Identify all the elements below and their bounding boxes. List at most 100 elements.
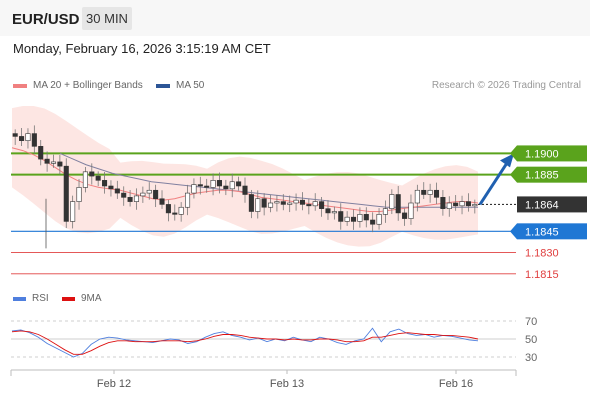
candle-body bbox=[191, 184, 197, 194]
current-price-badge bbox=[517, 196, 587, 213]
forecast-arrow-head bbox=[500, 153, 514, 168]
candle-body bbox=[12, 133, 18, 137]
candle-body bbox=[299, 199, 305, 205]
candle-body bbox=[433, 189, 440, 198]
candle-body bbox=[370, 219, 376, 225]
level-badge-label: 1.1885 bbox=[525, 170, 559, 182]
candle-body bbox=[319, 201, 325, 209]
candle-body bbox=[338, 211, 344, 222]
candle-body bbox=[133, 195, 140, 202]
level-label: 1.1815 bbox=[525, 269, 559, 281]
rsi-line bbox=[11, 327, 479, 358]
candle-body bbox=[204, 185, 210, 188]
candle-body bbox=[31, 133, 37, 147]
candle-body bbox=[261, 198, 267, 208]
forecast-arrow-shaft bbox=[478, 160, 510, 206]
candle-body bbox=[274, 201, 280, 204]
candle-body bbox=[427, 189, 433, 195]
candle-body bbox=[210, 180, 216, 188]
ma50-legend-label: MA 50 bbox=[176, 80, 205, 91]
candle-body bbox=[89, 171, 95, 177]
candle-body bbox=[344, 216, 350, 222]
time-axis-label: Feb 16 bbox=[439, 378, 473, 390]
candle-body bbox=[82, 171, 88, 188]
candle-body bbox=[185, 192, 191, 208]
rsi-level-label: 70 bbox=[525, 316, 537, 328]
candle-body bbox=[95, 175, 101, 181]
candle-body bbox=[248, 194, 254, 212]
rsi-level-label: 50 bbox=[525, 334, 537, 346]
timeframe-badge[interactable]: 30 MIN bbox=[82, 7, 132, 30]
candle-body bbox=[376, 214, 382, 225]
candle-body bbox=[197, 184, 203, 187]
time-axis-label: Feb 12 bbox=[97, 378, 131, 390]
symbol-title: EUR/USD bbox=[12, 11, 80, 28]
ma20-legend-label: MA 20 + Bollinger Bands bbox=[33, 80, 143, 91]
candle-body bbox=[102, 180, 108, 187]
current-price-label: 1.1864 bbox=[525, 199, 559, 211]
candle-body bbox=[121, 192, 127, 198]
candle-body bbox=[153, 189, 159, 200]
ma20-swatch bbox=[13, 83, 27, 88]
candle-body bbox=[159, 198, 165, 205]
candle-body bbox=[363, 214, 369, 221]
ma50-swatch bbox=[156, 83, 170, 88]
candle-body bbox=[127, 197, 133, 202]
candle-body bbox=[440, 197, 446, 209]
candle-body bbox=[293, 199, 299, 204]
legend-rsi: RSI bbox=[13, 293, 49, 304]
level-badge-bg bbox=[517, 223, 587, 240]
candle-body bbox=[57, 161, 63, 167]
candle-body bbox=[255, 198, 261, 212]
header-bar: EUR/USD 30 MIN bbox=[0, 0, 590, 36]
candle-body bbox=[223, 185, 229, 190]
candle-body bbox=[172, 212, 178, 215]
candle-body bbox=[472, 204, 478, 207]
level-badge-bg bbox=[517, 166, 587, 183]
candle-body bbox=[402, 212, 408, 219]
candle-body bbox=[114, 188, 120, 194]
level-badge-label: 1.1845 bbox=[525, 226, 559, 238]
candle-body bbox=[306, 204, 312, 207]
time-axis-label: Feb 13 bbox=[270, 378, 304, 390]
rsi-ma-legend-label: 9MA bbox=[81, 293, 102, 304]
level-badge-pointer bbox=[510, 166, 517, 183]
candle-body bbox=[453, 202, 459, 207]
candle-body bbox=[312, 201, 318, 207]
candle-body bbox=[350, 216, 357, 222]
chart-datetime: Monday, February 16, 2026 3:15:19 AM CET bbox=[13, 41, 271, 56]
price-levels bbox=[11, 152, 516, 275]
research-credit: Research © 2026 Trading Central bbox=[431, 80, 581, 91]
candle-body bbox=[331, 211, 337, 214]
candle-body bbox=[389, 194, 395, 209]
candle-body bbox=[44, 158, 50, 164]
candle-body bbox=[25, 133, 31, 141]
candle-body bbox=[446, 202, 452, 209]
level-badge-bg bbox=[517, 145, 587, 162]
rsi-ma-line bbox=[11, 330, 479, 355]
price-candles bbox=[12, 125, 478, 249]
candle-body bbox=[421, 189, 427, 195]
level-badge-label: 1.1900 bbox=[525, 148, 559, 160]
level-badge-pointer bbox=[510, 223, 517, 240]
bollinger-band bbox=[12, 106, 478, 247]
candle-body bbox=[216, 180, 222, 187]
candle-body bbox=[70, 201, 76, 222]
candle-body bbox=[325, 208, 331, 214]
candle-body bbox=[108, 185, 114, 190]
forecast-arrow bbox=[478, 153, 516, 206]
candle-body bbox=[382, 208, 388, 215]
candle-body bbox=[395, 194, 401, 214]
candle-body bbox=[38, 146, 44, 160]
bollinger-band-fill bbox=[12, 106, 478, 247]
price-badges: 1.1900 1.1885 1.1845 1.1830 1.1815 1.1864 bbox=[510, 145, 587, 281]
rsi-swatch bbox=[13, 296, 26, 301]
rsi-ma-swatch bbox=[62, 296, 75, 301]
rsi-panel: 70 50 30 bbox=[11, 316, 537, 364]
candle-body bbox=[242, 185, 248, 195]
level-label: 1.1830 bbox=[525, 248, 559, 260]
rsi-legend-label: RSI bbox=[32, 293, 49, 304]
candle-body bbox=[236, 181, 242, 187]
candle-body bbox=[50, 161, 57, 164]
